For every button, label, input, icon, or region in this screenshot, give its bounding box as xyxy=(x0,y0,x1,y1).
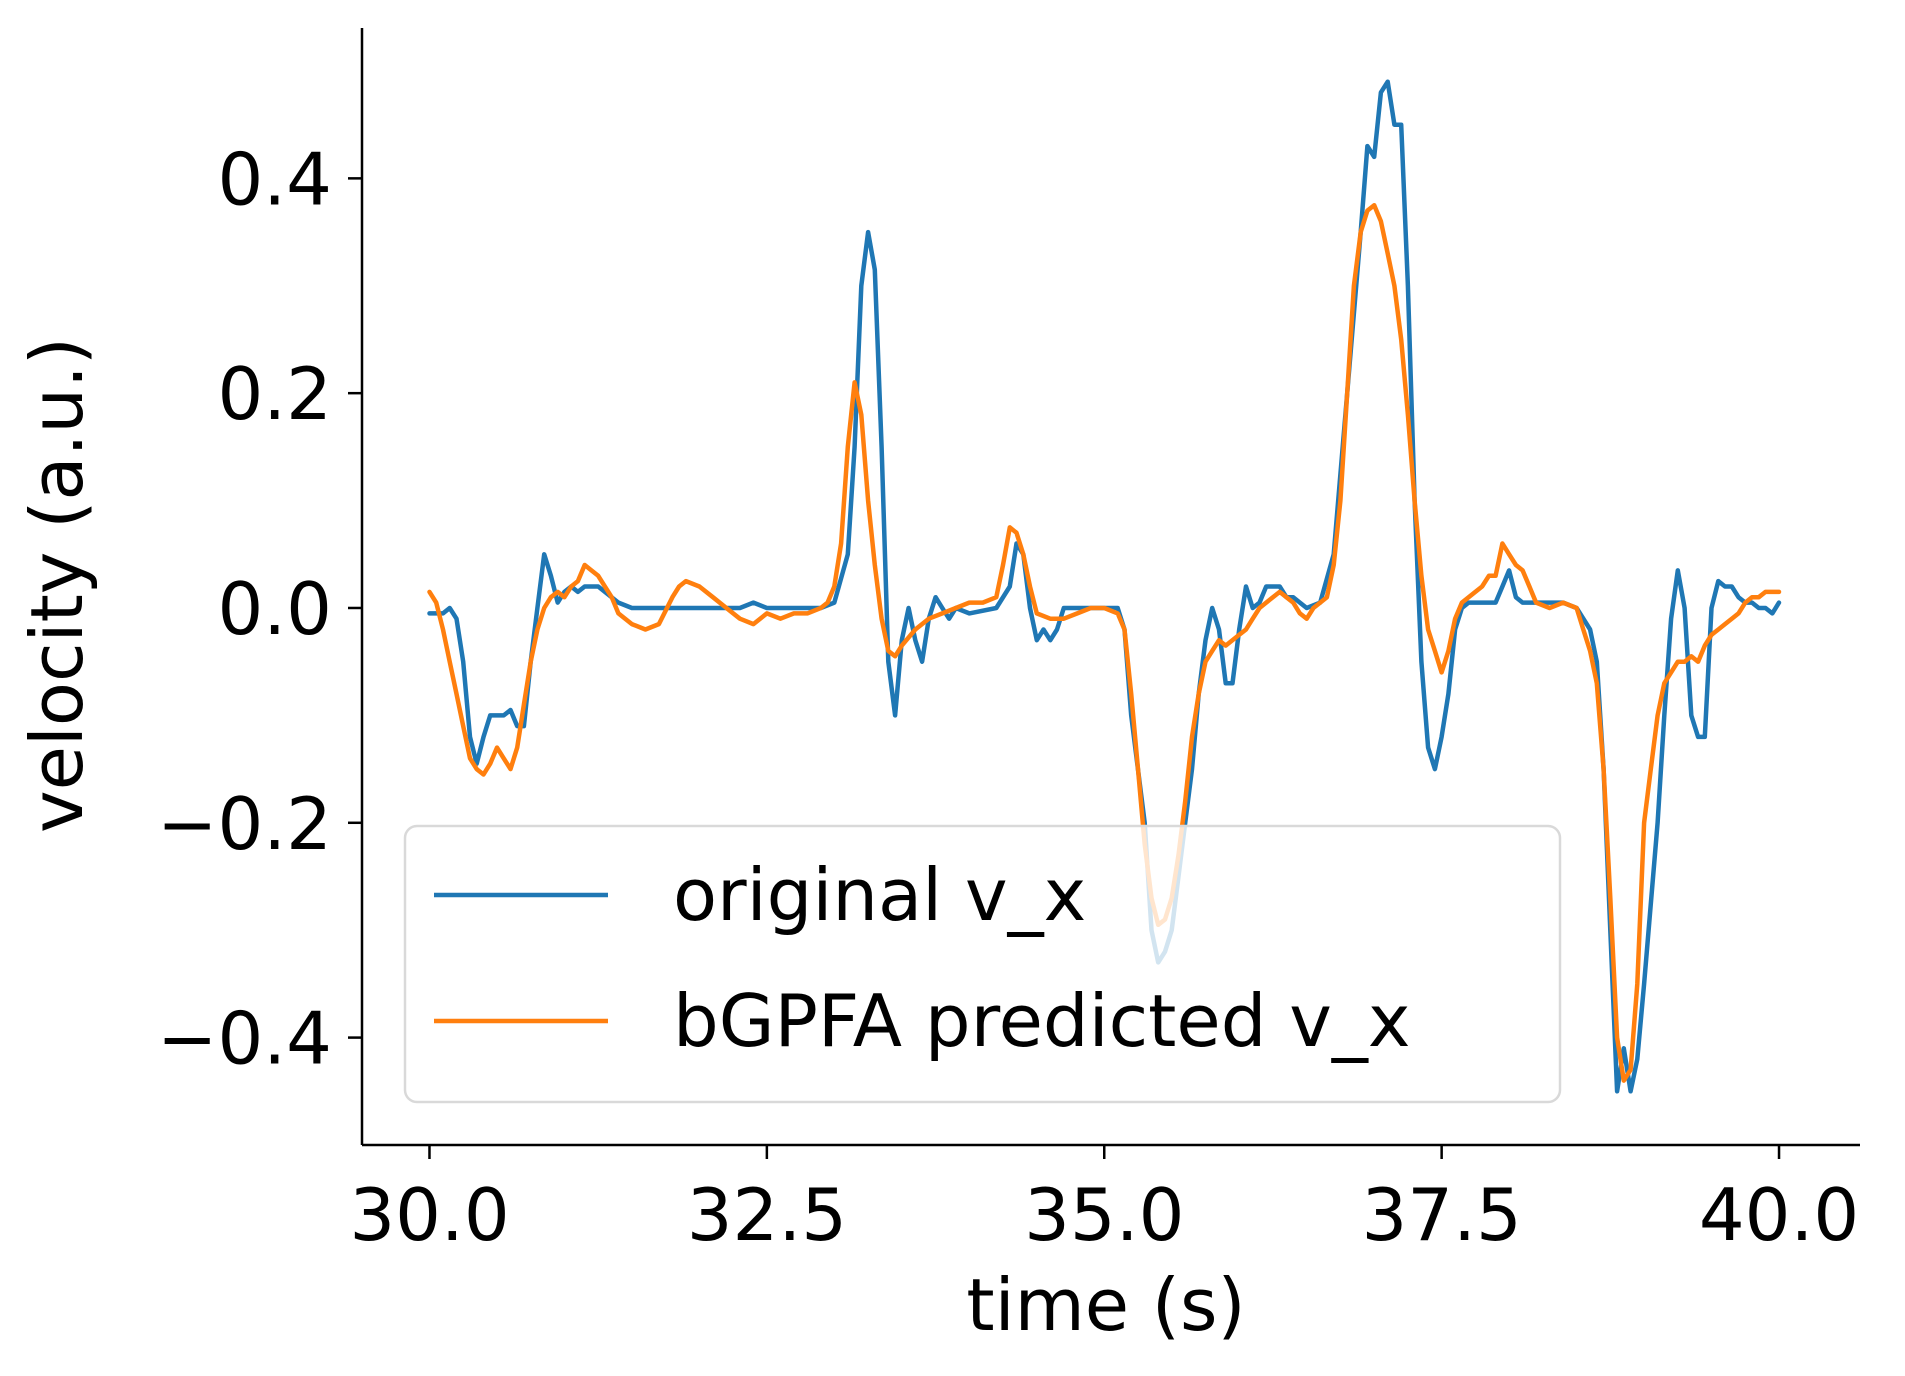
y-ticks: −0.4 −0.2 0.0 0.2 0.4 xyxy=(157,137,362,1081)
y-tick-label: −0.4 xyxy=(157,997,332,1081)
x-tick-label: 40.0 xyxy=(1699,1173,1859,1257)
y-axis-label: velocity (a.u.) xyxy=(15,337,99,833)
y-tick-label: 0.2 xyxy=(217,352,332,436)
legend-label-predicted: bGPFA predicted v_x xyxy=(673,979,1411,1063)
legend-label-original: original v_x xyxy=(673,853,1086,937)
axes: 30.0 32.5 35.0 37.5 40.0 −0.4 −0.2 0.0 0.2 0.4 t… xyxy=(15,28,1860,1347)
x-tick-label: 37.5 xyxy=(1361,1173,1521,1257)
legend: original v_x bGPFA predicted v_x xyxy=(403,824,1562,1104)
x-tick-label: 35.0 xyxy=(1024,1173,1184,1257)
x-axis-label: time (s) xyxy=(966,1263,1245,1347)
legend-box xyxy=(403,824,1562,1104)
y-tick-label: 0.4 xyxy=(217,137,332,221)
x-ticks: 30.0 32.5 35.0 37.5 40.0 xyxy=(349,1145,1859,1257)
x-tick-label: 30.0 xyxy=(349,1173,509,1257)
y-tick-label: −0.2 xyxy=(157,782,332,866)
x-tick-label: 32.5 xyxy=(687,1173,847,1257)
y-tick-label: 0.0 xyxy=(217,567,332,651)
